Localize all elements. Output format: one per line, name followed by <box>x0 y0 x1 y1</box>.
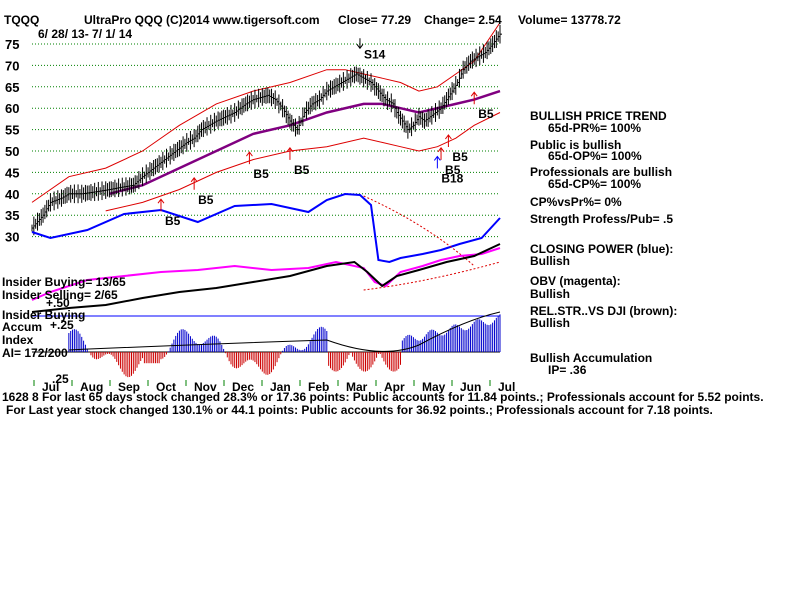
lower-band-line <box>105 112 501 212</box>
y-tick-label: 70 <box>5 58 19 73</box>
signal-arrow <box>157 198 165 212</box>
insider-selling-label: Insider Selling= 2/65 <box>2 288 118 302</box>
upper-band-line <box>31 22 501 203</box>
volume-value: Volume= 13778.72 <box>518 13 621 27</box>
right-panel-line: BULLISH PRICE TREND <box>530 109 667 123</box>
insider-buying-label-2: Insider Buying <box>2 308 86 322</box>
signal-label: B5 <box>478 107 494 121</box>
change-value: Change= 2.54 <box>424 13 502 27</box>
footer-year: For Last year stock changed 130.1% or 44… <box>6 403 713 417</box>
price-bands <box>31 22 501 212</box>
signal-arrow <box>470 91 478 105</box>
ticker-symbol: TQQQ <box>4 13 40 27</box>
x-tick-label: Jul <box>498 380 515 394</box>
accum-label: Accum <box>2 320 43 334</box>
signal-label: B18 <box>441 171 463 185</box>
right-panel-line: 65d-OP%= 100% <box>548 149 642 163</box>
right-panel-line: Public is bullish <box>530 138 622 152</box>
rel-strength-line <box>31 243 501 313</box>
y-tick-label: 35 <box>5 208 19 223</box>
right-panel-line: Strength Profess/Pub= .5 <box>530 212 674 226</box>
y-tick-label: 45 <box>5 165 19 180</box>
x-tick-label: May <box>422 380 446 394</box>
signal-arrow <box>246 151 253 165</box>
signal-label: B5 <box>294 163 310 177</box>
x-tick-label: Jan <box>270 380 291 394</box>
signal-arrow <box>286 147 294 160</box>
date-range: 6/ 28/ 13- 7/ 1/ 14 <box>38 27 133 41</box>
right-panel-line: IP= .36 <box>548 363 587 377</box>
right-panel-line: Professionals are bullish <box>530 165 673 179</box>
signal-label: B5 <box>452 150 468 164</box>
right-panel-line: CP%vsPr%= 0% <box>530 195 622 209</box>
footer-65day: For last 65 days stock changed 28.3% or … <box>42 390 764 404</box>
accum-mid-value: +.25 <box>50 318 74 332</box>
signal-label: B5 <box>253 167 269 181</box>
right-panel-line: Bullish <box>530 254 571 268</box>
accum-ma-line <box>68 311 501 352</box>
accumulation-histogram <box>32 311 501 378</box>
indicator-lines <box>31 192 501 313</box>
right-panel-line: Bullish <box>530 316 571 330</box>
signal-label: B5 <box>165 214 181 228</box>
right-panel-line: 65d-CP%= 100% <box>548 177 642 191</box>
y-tick-label: 55 <box>5 123 19 138</box>
signal-arrow <box>445 134 452 147</box>
right-panel-line: 65d-PR%= 100% <box>548 121 642 135</box>
closing-power-line <box>31 192 501 264</box>
close-value: Close= 77.29 <box>338 13 412 27</box>
y-tick-label: 65 <box>5 80 19 95</box>
right-panel-line: OBV (magenta): <box>530 274 621 288</box>
x-tick-label: Sep <box>118 380 140 394</box>
signal-label: S14 <box>364 47 386 61</box>
signal-arrow <box>433 155 441 169</box>
x-tick-label: Dec <box>232 380 254 394</box>
x-tick-label: Mar <box>346 380 368 394</box>
moving-average-line <box>109 89 501 196</box>
y-tick-label: 75 <box>5 37 19 52</box>
chart-grid <box>32 43 500 238</box>
right-panel-line: Bullish <box>530 287 571 301</box>
x-tick-label: Apr <box>384 380 405 394</box>
insider-buying-label: Insider Buying= 13/65 <box>2 275 126 289</box>
x-tick-label: Jul <box>42 380 59 394</box>
x-tick-label: Nov <box>194 380 217 394</box>
y-tick-label: 40 <box>5 187 19 202</box>
accum-low-value: .25 <box>52 372 69 386</box>
x-tick-label: Oct <box>156 380 176 394</box>
signal-arrow <box>190 176 198 190</box>
ai-label: AI= 172/200 <box>2 346 68 360</box>
y-axis-ticks: 75 70 65 60 55 50 45 40 35 30 <box>5 37 19 245</box>
right-panel-line: REL.STR..VS DJI (brown): <box>530 304 678 318</box>
signal-arrow <box>356 38 364 50</box>
footer-prefix: 1628 8 <box>2 390 39 404</box>
signal-arrow <box>437 147 445 160</box>
accum-top-value: +.50 <box>46 296 70 310</box>
x-tick-label: Feb <box>308 380 329 394</box>
y-tick-label: 30 <box>5 230 19 245</box>
cp-trend-line <box>363 195 475 267</box>
signal-label: B5 <box>198 193 214 207</box>
right-panel-line: CLOSING POWER (blue): <box>530 242 674 256</box>
y-tick-label: 50 <box>5 144 19 159</box>
chart-title: UltraPro QQQ (C)2014 www.tigersoft.com <box>84 13 320 27</box>
x-axis-months: Jul Aug Sep Oct Nov Dec Jan Feb Mar Apr May Jun Jul <box>33 380 515 394</box>
signal-label: B5 <box>445 163 461 177</box>
obv-line <box>31 247 501 301</box>
y-tick-label: 60 <box>5 101 19 116</box>
right-panel-line: Bullish Accumulation <box>530 351 653 365</box>
x-tick-label: Jun <box>460 380 481 394</box>
price-series <box>31 24 502 236</box>
index-label: Index <box>2 333 34 347</box>
x-tick-label: Aug <box>80 380 103 394</box>
